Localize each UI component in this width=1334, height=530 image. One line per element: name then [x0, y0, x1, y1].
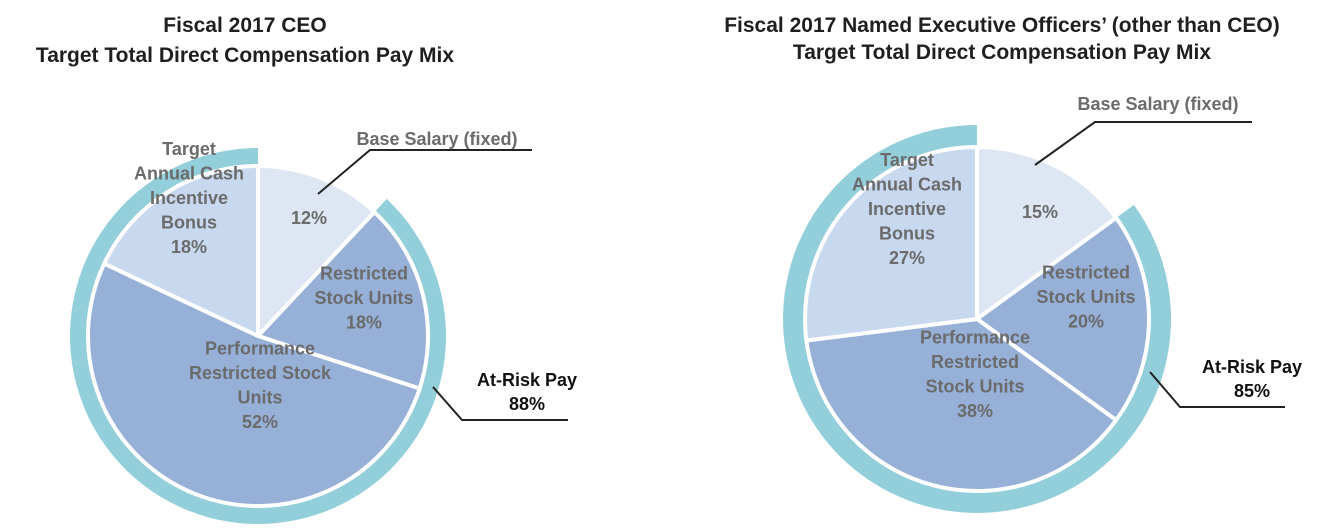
ceo-label-line: 52% — [242, 412, 278, 432]
neo-label-line: Restricted — [1042, 263, 1130, 283]
neo-slice-target-annual-cash-incentive-bonus — [803, 145, 979, 343]
ceo-label-target-annual-cash-incentive-bonus: Target Annual Cash Incentive Bonus 18% — [134, 139, 244, 257]
ceo-label-line: Restricted Stock — [189, 363, 332, 383]
ceo-base-salary-leader-line — [317, 149, 532, 195]
ceo-at-risk-value: 88% — [509, 394, 545, 414]
ceo-label-performance-restricted-stock-units: Performance Restricted Stock Units 52% — [189, 338, 332, 432]
neo-chart-title-line-2: Target Total Direct Compensation Pay Mix — [793, 41, 1211, 64]
ceo-at-risk-leader-line — [432, 386, 568, 421]
ceo-slice-restricted-stock-units — [256, 210, 430, 391]
neo-slice-labels: 15% Restricted Stock Units 20% Performance Re… — [852, 150, 1136, 421]
ceo-label-line: Restricted — [320, 264, 408, 284]
ceo-slice-labels: 12% Restricted Stock Units 18% Performance Re… — [134, 139, 414, 432]
ceo-slice-performance-restricted-stock-units — [86, 261, 422, 508]
neo-chart-title-line-1: Fiscal 2017 Named Executive Officers’ (o… — [724, 14, 1280, 37]
ceo-label-line: Target — [162, 139, 216, 159]
neo-slice-base-salary-fixed — [975, 145, 1119, 321]
neo-label-line: 38% — [957, 401, 993, 421]
ceo-base-salary-callout: Base Salary (fixed) — [356, 129, 517, 149]
ceo-at-risk-label: At-Risk Pay — [477, 370, 577, 390]
ceo-label-line: 18% — [171, 237, 207, 257]
ceo-label-restricted-stock-units: Restricted Stock Units 18% — [314, 264, 413, 333]
neo-label-line: Restricted — [931, 352, 1019, 372]
neo-label-line: 15% — [1022, 202, 1058, 222]
neo-at-risk-value: 85% — [1234, 381, 1270, 401]
neo-chart: Fiscal 2017 Named Executive Officers’ (o… — [724, 14, 1302, 513]
neo-slice-performance-restricted-stock-units — [804, 317, 1119, 493]
ceo-slice-base-salary-fixed — [256, 164, 377, 338]
neo-label-restricted-stock-units: Restricted Stock Units 20% — [1036, 263, 1135, 332]
ceo-label-line: Performance — [205, 338, 315, 358]
neo-label-line: Incentive — [868, 199, 946, 219]
ceo-label-line: Stock Units — [314, 288, 413, 308]
neo-pie-slices — [803, 145, 1151, 493]
ceo-label-line: 18% — [346, 313, 382, 333]
ceo-pie-slices — [86, 164, 430, 508]
neo-at-risk-label: At-Risk Pay — [1202, 357, 1302, 377]
neo-label-line: Target — [880, 150, 934, 170]
neo-label-target-annual-cash-incentive-bonus: Target Annual Cash Incentive Bonus 27% — [852, 150, 962, 268]
neo-label-line: 20% — [1068, 312, 1104, 332]
neo-label-performance-restricted-stock-units: Performance Restricted Stock Units 38% — [920, 327, 1030, 421]
ceo-label-line: Units — [238, 387, 283, 407]
ceo-label-base-salary-fixed: 12% — [291, 208, 327, 228]
neo-label-line: Performance — [920, 327, 1030, 347]
ceo-chart-title-line-1: Fiscal 2017 CEO — [163, 14, 326, 37]
ceo-label-line: Annual Cash — [134, 164, 244, 184]
neo-base-salary-callout: Base Salary (fixed) — [1077, 94, 1238, 114]
neo-base-salary-leader-line — [1034, 121, 1252, 166]
ceo-label-line: Bonus — [161, 213, 217, 233]
ceo-chart-title-line-2: Target Total Direct Compensation Pay Mix — [36, 44, 454, 67]
neo-at-risk-leader-line — [1149, 371, 1285, 408]
ceo-label-line: 12% — [291, 208, 327, 228]
neo-label-line: 27% — [889, 248, 925, 268]
neo-label-base-salary-fixed: 15% — [1022, 202, 1058, 222]
neo-slice-restricted-stock-units — [975, 215, 1151, 423]
ceo-chart: Fiscal 2017 CEO Target Total Direct Comp… — [36, 14, 577, 524]
neo-label-line: Bonus — [879, 224, 935, 244]
neo-label-line: Stock Units — [1036, 287, 1135, 307]
ceo-label-line: Incentive — [150, 188, 228, 208]
ceo-slice-target-annual-cash-incentive-bonus — [102, 164, 260, 338]
neo-label-line: Annual Cash — [852, 175, 962, 195]
neo-label-line: Stock Units — [925, 376, 1024, 396]
